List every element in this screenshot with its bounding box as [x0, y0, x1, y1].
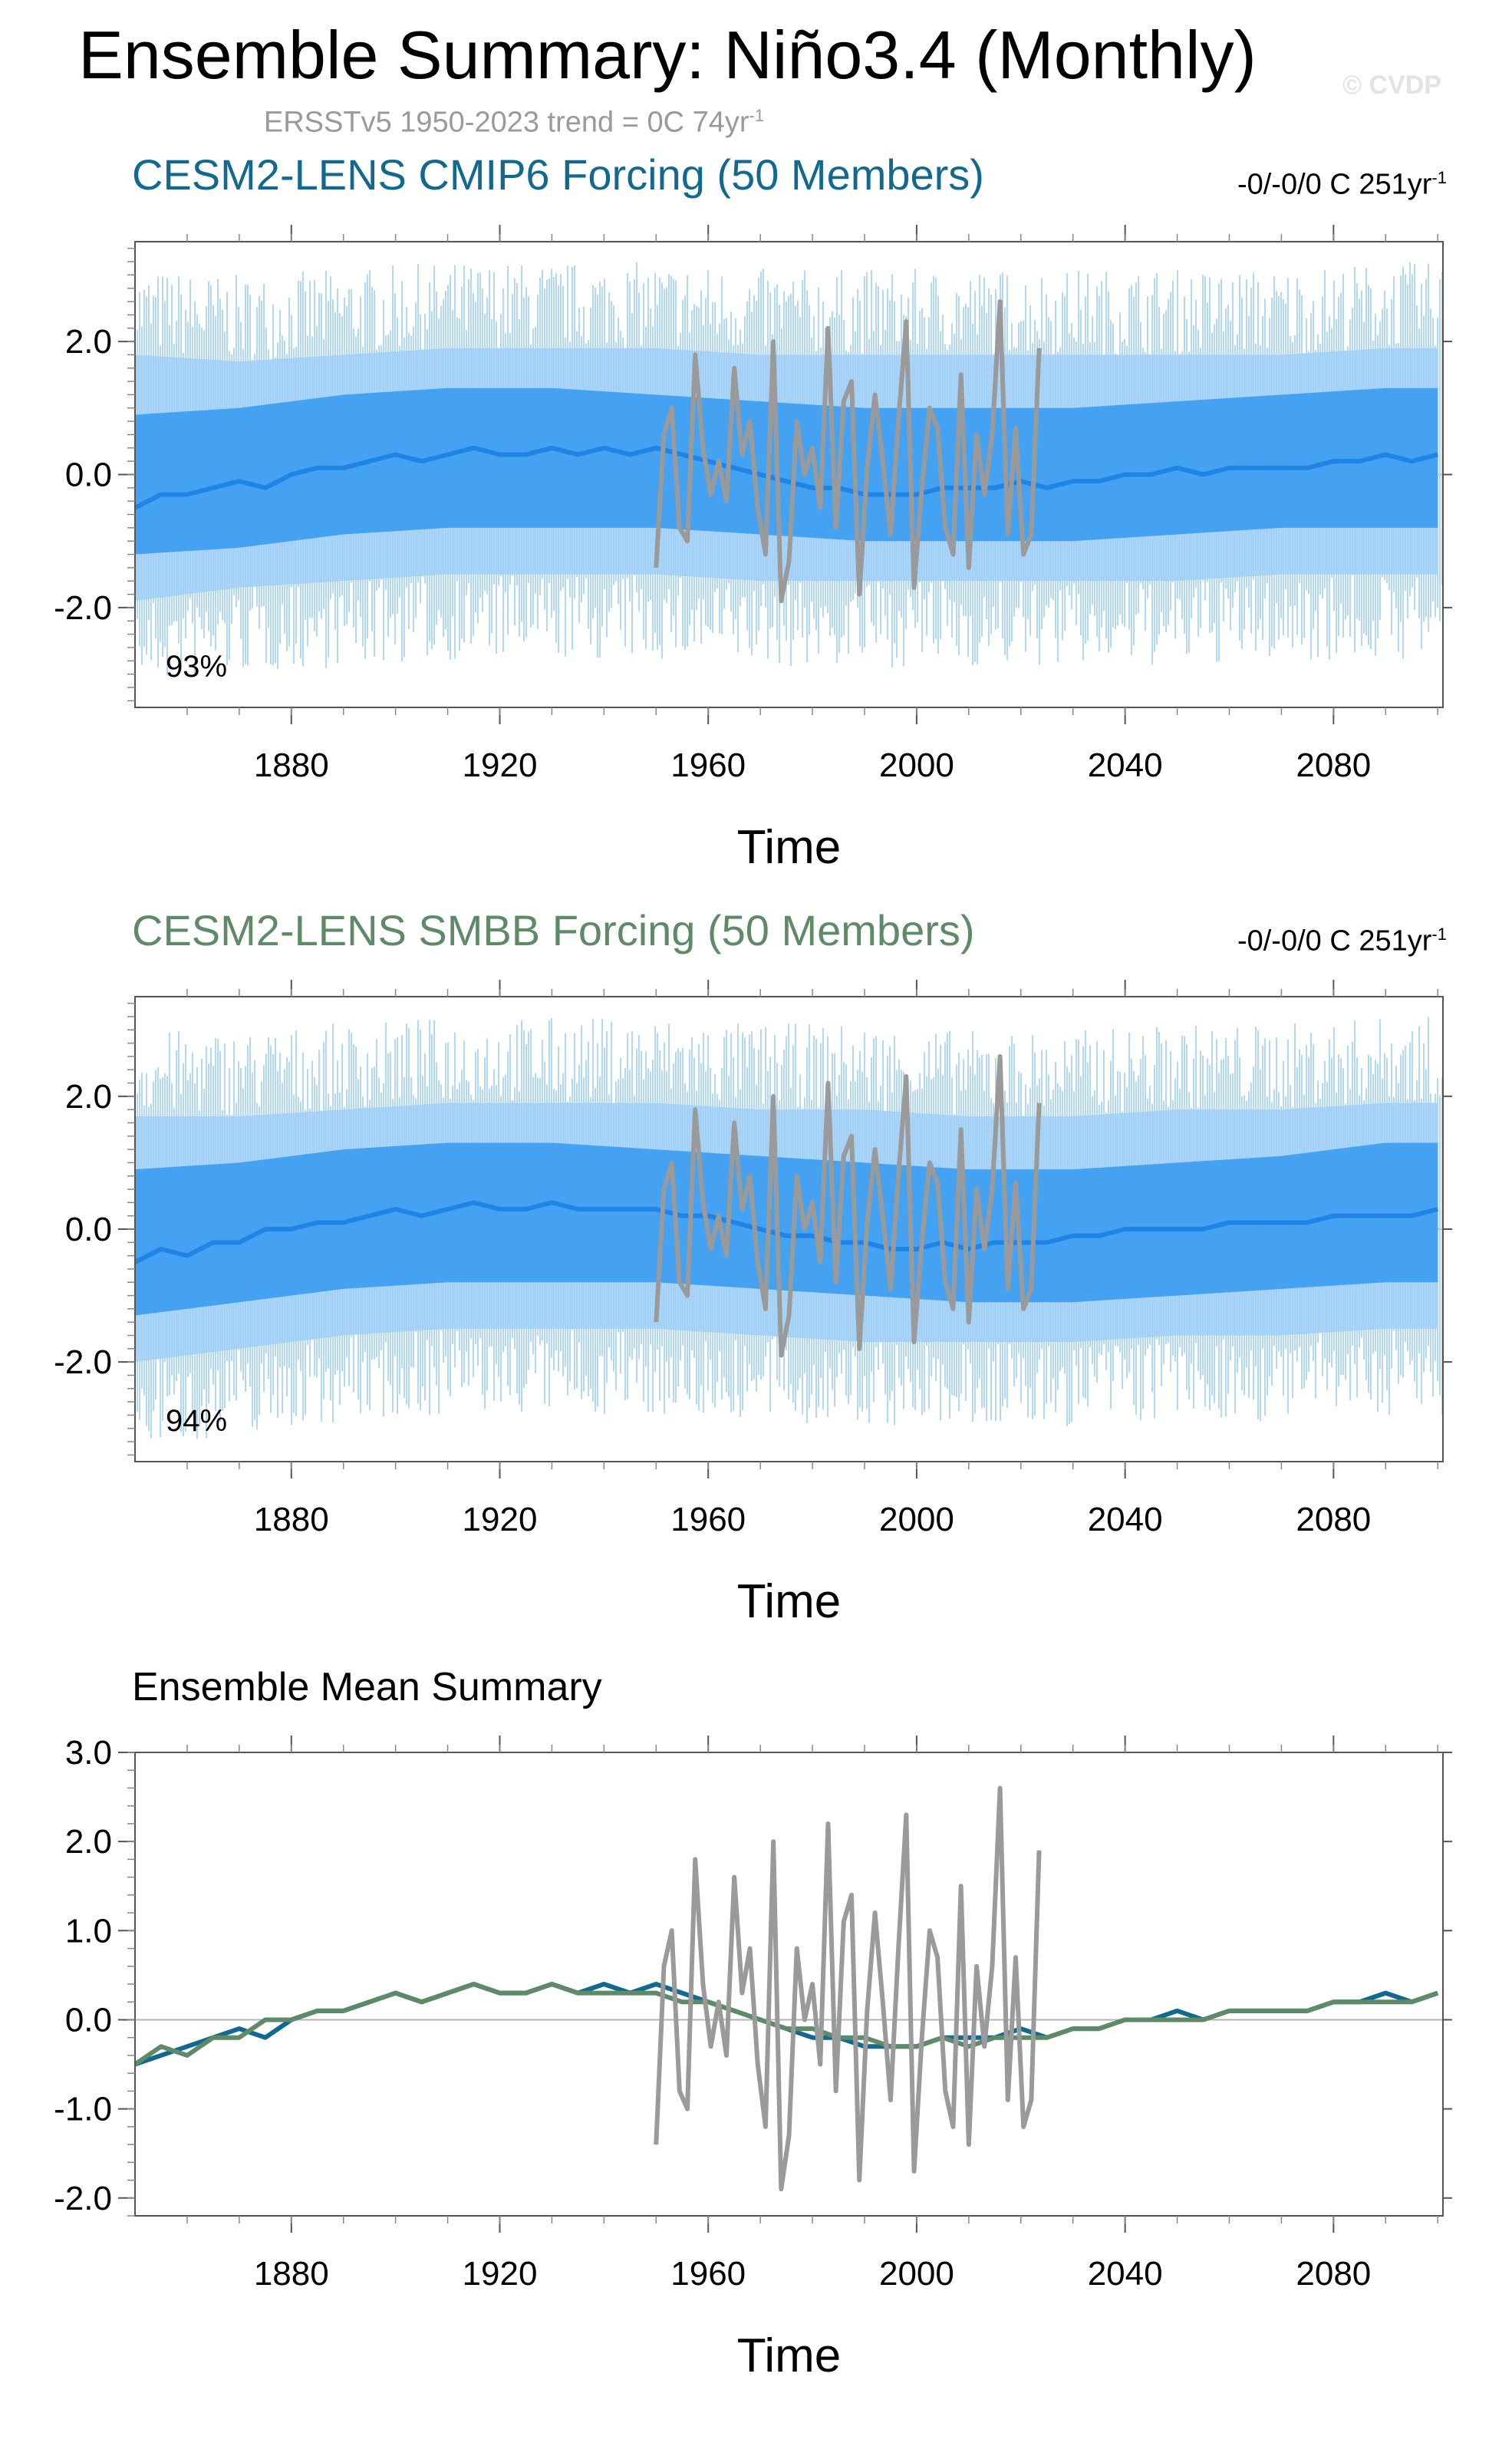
y-tick-label: -2.0 — [54, 589, 112, 627]
plot-area — [135, 1785, 1443, 2192]
y-tick-label: -2.0 — [54, 1343, 112, 1381]
plot-area — [135, 262, 1443, 681]
x-tick-label: 1920 — [463, 747, 538, 784]
plot-area — [135, 1017, 1443, 1439]
obs-trend-label: ERSSTv5 1950-2023 trend = 0C 74yr-1 — [0, 106, 1028, 140]
y-tick-label: 2.0 — [65, 323, 112, 361]
spread-25-75-band — [135, 1142, 1438, 1316]
x-tick-label: 1960 — [670, 1501, 746, 1538]
x-tick-label: 1960 — [670, 2255, 746, 2293]
percent-stat-label: 94% — [166, 1404, 227, 1438]
x-tick-label: 1880 — [254, 1501, 329, 1538]
y-tick-label: 0.0 — [65, 2001, 112, 2039]
copyright-watermark: © CVDP — [1342, 71, 1441, 100]
x-tick-label: 1920 — [463, 2255, 538, 2293]
observed-line — [654, 299, 1042, 604]
ensemble-mean-line — [135, 445, 1438, 510]
observed-line — [654, 1053, 1042, 1358]
x-tick-label: 1880 — [254, 2255, 329, 2293]
panel-1-trend-sup: -1 — [1431, 168, 1447, 187]
panel-2-trend-label: -0/-0/0 C 251yr-1 — [1237, 918, 1447, 958]
panel-3-title: Ensemble Mean Summary — [132, 1665, 602, 1709]
x-tick-label: 2040 — [1088, 1501, 1163, 1538]
x-axis-title: Time — [737, 821, 841, 874]
x-tick-label: 2080 — [1296, 2255, 1371, 2293]
x-tick-label: 2040 — [1088, 2255, 1163, 2293]
x-tick-label: 2000 — [879, 747, 954, 784]
x-tick-label: 1920 — [463, 1501, 538, 1538]
spread-25-75-band — [135, 387, 1438, 555]
y-tick-label: 0.0 — [65, 1211, 112, 1248]
x-tick-label: 2000 — [879, 1501, 954, 1538]
y-tick-label: 2.0 — [65, 1823, 112, 1861]
x-tick-label: 2000 — [879, 2255, 954, 2293]
smbb-ensemble-mean-line — [135, 1982, 1439, 2067]
panel-2-title: CESM2-LENS SMBB Forcing (50 Members) — [132, 906, 975, 954]
panel-2-trend-sup: -1 — [1431, 925, 1447, 944]
obs-trend-sup: -1 — [749, 106, 765, 125]
panel-1-title: CESM2-LENS CMIP6 Forcing (50 Members) — [132, 150, 984, 199]
y-tick-label: -1.0 — [54, 2091, 112, 2128]
y-tick-label: 3.0 — [65, 1734, 112, 1772]
x-tick-label: 2040 — [1088, 747, 1163, 784]
x-tick-label: 2080 — [1296, 1501, 1371, 1538]
x-tick-label: 1960 — [670, 747, 746, 784]
ersstv5-observed-line — [654, 1785, 1042, 2192]
x-axis-title: Time — [737, 2329, 841, 2382]
panel-2-trend-text: -0/-0/0 C 251yr — [1237, 925, 1432, 958]
obs-trend-text: ERSSTv5 1950-2023 trend = 0C 74yr — [263, 106, 749, 139]
y-tick-label: 2.0 — [65, 1078, 112, 1116]
panel-1-trend-text: -0/-0/0 C 251yr — [1237, 168, 1432, 201]
x-tick-label: 1880 — [254, 747, 329, 784]
x-axis-title: Time — [737, 1575, 841, 1628]
ensemble-mean-line — [135, 1200, 1438, 1264]
y-tick-label: -2.0 — [54, 2180, 112, 2217]
cmip6-ensemble-mean-line — [135, 1982, 1439, 2067]
x-tick-label: 2080 — [1296, 747, 1371, 784]
y-tick-label: 1.0 — [65, 1912, 112, 1950]
y-tick-label: 0.0 — [65, 457, 112, 494]
panel-1-trend-label: -0/-0/0 C 251yr-1 — [1237, 161, 1447, 202]
percent-stat-label: 93% — [166, 650, 227, 684]
main-title: Ensemble Summary: Niño3.4 (Monthly) — [78, 17, 1257, 93]
